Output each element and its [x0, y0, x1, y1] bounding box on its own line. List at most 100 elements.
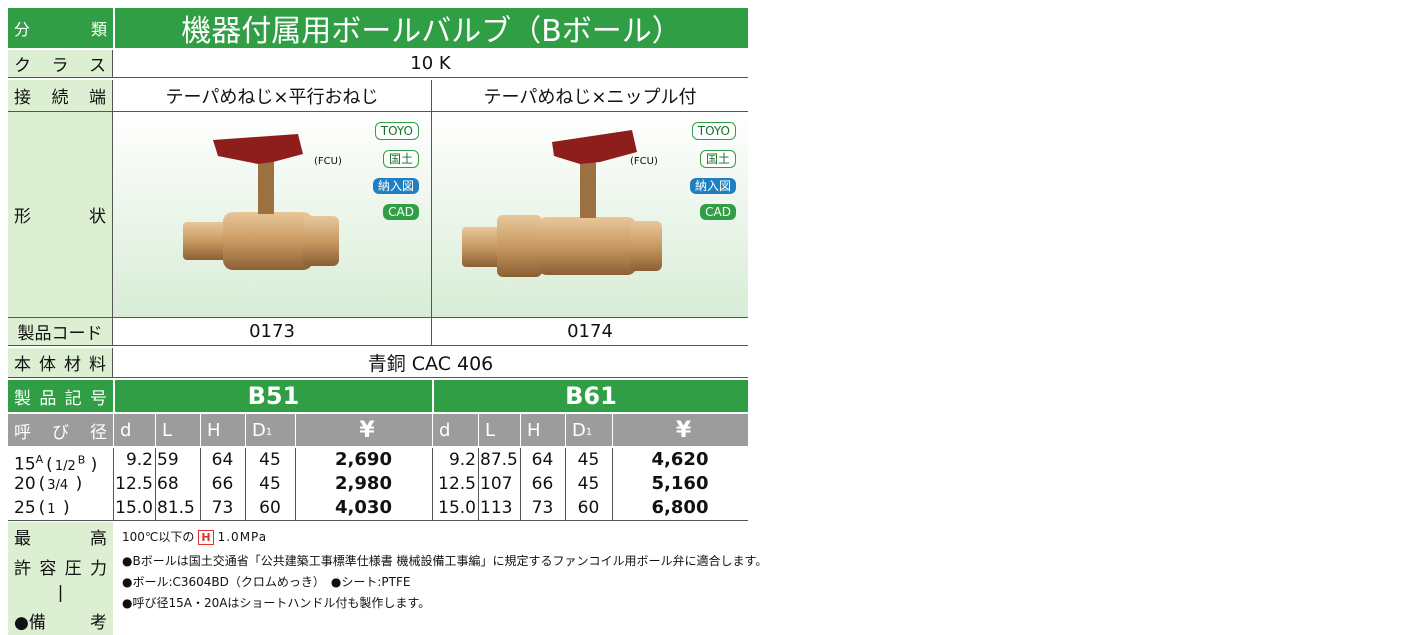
- value-cell: 66: [200, 472, 245, 496]
- badge: CAD: [383, 204, 419, 220]
- column-rule: [612, 448, 613, 520]
- size-label: び: [52, 422, 69, 443]
- column-header: ¥: [612, 414, 748, 446]
- column-label: H: [207, 419, 221, 441]
- notes-label: |: [57, 583, 64, 604]
- class-value-cell: 10 K: [113, 50, 748, 78]
- value: 59: [157, 450, 179, 470]
- connection-label-cell: 接続端: [8, 80, 113, 112]
- value: 45: [577, 474, 600, 494]
- code-label-cell: 製品コード: [8, 318, 113, 346]
- value-cell: 4,030: [295, 496, 432, 520]
- material-label-cell: 本体材料: [8, 348, 113, 378]
- notes-label: 容: [39, 558, 57, 579]
- value: 4,030: [335, 497, 392, 518]
- table-rule: [8, 520, 748, 521]
- value-cell: 9.2: [113, 448, 155, 472]
- value: 45: [259, 474, 281, 494]
- value-cell: 45: [565, 472, 612, 496]
- model-label: 記: [64, 388, 82, 409]
- code-value: 0174: [567, 321, 613, 342]
- column-header: L: [155, 414, 200, 446]
- value-cell: 45: [565, 448, 612, 472]
- pressure-prefix: 100℃以下の: [122, 530, 195, 544]
- size-main: 25: [14, 498, 36, 518]
- badge: 国土: [699, 150, 736, 168]
- model-label: 号: [89, 388, 107, 409]
- value: 60: [259, 498, 281, 518]
- column-header: d: [113, 414, 155, 446]
- size-inch: 3/4: [47, 478, 69, 493]
- note-line: ●Bボールは国土交通省「公共建築工事標準仕様書 機械設備工事編」に規定するファン…: [122, 554, 768, 568]
- value-cell: 12.5: [113, 472, 155, 496]
- note-line: ●呼び径15A・20Aはショートハンドル付も製作します。: [122, 596, 431, 610]
- notes-label: 最: [14, 529, 31, 550]
- value: 73: [531, 498, 554, 518]
- size-label-cell: 呼び径: [8, 414, 113, 446]
- notes-label-line: |: [14, 583, 107, 603]
- value-cell: 59: [155, 448, 200, 472]
- value-cell: 60: [245, 496, 295, 520]
- column-header: ¥: [295, 414, 432, 446]
- notes-label-line: 最高: [14, 524, 107, 549]
- notes-label: ●備: [14, 612, 46, 633]
- notes-label: 許: [14, 558, 31, 579]
- pressure-note: 100℃以下の H 1.0MPa: [122, 528, 267, 545]
- value-cell: 2,690: [295, 448, 432, 472]
- model-value: B51: [247, 382, 300, 410]
- notes-label: 高: [90, 529, 107, 550]
- value: 2,980: [335, 473, 392, 494]
- column-label: d: [120, 419, 132, 441]
- value-cell: 60: [565, 496, 612, 520]
- column-subscript: 1: [265, 427, 273, 438]
- model-label-cell: 製品記号: [8, 380, 113, 412]
- fcu-label: (FCU): [630, 156, 658, 167]
- value: 64: [531, 450, 554, 470]
- column-header: L: [478, 414, 520, 446]
- connection-cell: テーパめねじ×ニップル付: [432, 80, 748, 112]
- value: 45: [577, 450, 600, 470]
- model-value: B61: [565, 382, 617, 410]
- value-cell: 45: [245, 448, 295, 472]
- size-cell: 20(3/4 ): [14, 472, 113, 496]
- column-label: L: [162, 419, 173, 441]
- column-rule: [245, 448, 246, 520]
- value-cell: 107: [478, 472, 520, 496]
- notes-label-cell: 最高許容圧力 | ●備考: [8, 522, 113, 635]
- value-cell: 12.5: [432, 472, 478, 496]
- title: 機器付属用ボールバルブ（Bボール）: [181, 14, 682, 49]
- badge: TOYO: [691, 122, 736, 140]
- size-inch-unit: B: [77, 453, 86, 466]
- value-cell: 4,620: [612, 448, 748, 472]
- size-inch-wrap: (1/2 B ): [46, 453, 98, 475]
- size-label: 径: [90, 422, 107, 443]
- value: 15.0: [438, 498, 476, 518]
- column-rule: [520, 448, 521, 520]
- class-label: ス: [89, 56, 106, 76]
- value: 9.2: [448, 450, 476, 470]
- shape-label: 形: [14, 207, 31, 227]
- column-label: ¥: [359, 417, 375, 443]
- value: 73: [211, 498, 234, 518]
- value-cell: 68: [155, 472, 200, 496]
- model-cell: B61: [434, 380, 748, 412]
- column-rule: [478, 448, 479, 520]
- size-main: 15: [14, 454, 36, 475]
- badge: 納入図: [372, 178, 419, 194]
- value-cell: 87.5: [478, 448, 520, 472]
- value: 12.5: [115, 474, 153, 494]
- value-cell: 5,160: [612, 472, 748, 496]
- material-cell: 青銅 CAC 406: [113, 348, 748, 378]
- badge: TOYO: [374, 122, 419, 140]
- size-cell: 25(1 ): [14, 496, 113, 520]
- shape-label-cell: 形状: [8, 112, 113, 318]
- value-cell: 113: [478, 496, 520, 520]
- size-inch-wrap: (3/4 ): [38, 474, 83, 494]
- value: 6,800: [651, 497, 709, 518]
- column-rule: [432, 448, 433, 520]
- code-value: 0173: [249, 321, 295, 342]
- pressure-value: 1.0MPa: [217, 530, 268, 544]
